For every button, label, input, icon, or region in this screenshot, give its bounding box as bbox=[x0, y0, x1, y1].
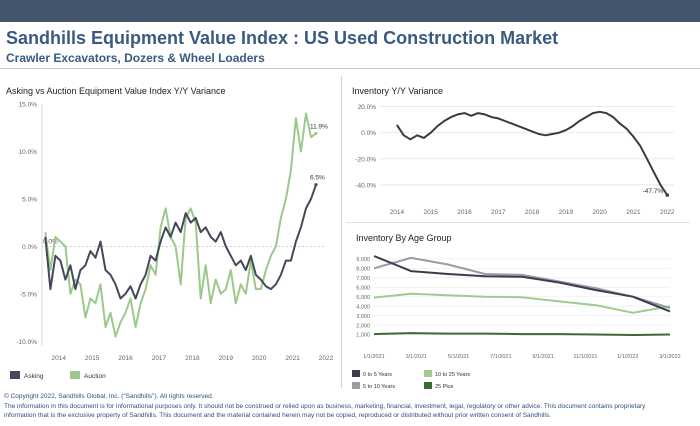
chart2-x-tick-label: 2021 bbox=[626, 209, 641, 216]
chart1-x-tick-label: 2015 bbox=[85, 355, 100, 362]
chart3-y-tick-label: 5,000 bbox=[356, 295, 370, 301]
chart1-x-tick-label: 2021 bbox=[285, 355, 300, 362]
chart1-x-tick-label: 2019 bbox=[219, 355, 234, 362]
chart1-x-tick-label: 2017 bbox=[152, 355, 167, 362]
chart2-x-tick-label: 2022 bbox=[660, 209, 675, 216]
chart3-x-tick-label: 9/1/2021 bbox=[532, 354, 553, 360]
panel-divider-vertical bbox=[341, 76, 342, 388]
chart3-legend-label-3: 25 Plus bbox=[435, 384, 454, 390]
chart1-x-tick-label: 2014 bbox=[51, 355, 66, 362]
chart3-y-tick-label: 9,000 bbox=[356, 257, 370, 263]
chart1-series-asking-line bbox=[44, 184, 317, 300]
inventory-by-age-chart: 9,000 8,000 7,000 6,000 5,000 4,000 3,000 2,000… bbox=[352, 255, 681, 390]
chart2-x-tick-label: 2019 bbox=[559, 209, 574, 216]
chart2-series-inventory-line bbox=[396, 110, 669, 196]
header-divider bbox=[0, 68, 700, 69]
chart3-legend-label-2: 10 to 25 Years bbox=[435, 372, 470, 378]
chart3-x-tick-label: 7/1/2021 bbox=[490, 354, 511, 360]
chart2-end-point bbox=[665, 193, 670, 197]
chart2-x-tick-label: 2020 bbox=[592, 209, 607, 216]
chart1-series-asking-end-point bbox=[314, 183, 318, 187]
chart3-x-tick-label: 11/1/2021 bbox=[573, 354, 597, 360]
chart3-y-tick-label: 1,000 bbox=[356, 333, 370, 339]
chart1-zero-label: 0.0% bbox=[43, 238, 58, 245]
chart3-y-tick-label: 4,000 bbox=[356, 304, 370, 310]
footer-disclaimer-line1: The information in this document is for … bbox=[4, 403, 646, 410]
chart3-y-tick-label: 2,000 bbox=[356, 323, 370, 329]
footer-copyright: © Copyright 2022, Sandhills Global, Inc.… bbox=[4, 393, 214, 400]
chart1-x-tick-label: 2016 bbox=[118, 355, 133, 362]
chart2-x-tick-label: 2014 bbox=[390, 209, 405, 216]
chart1-y-tick-label: -5.0% bbox=[20, 291, 37, 298]
chart1-series-auction-end-label: 11.9% bbox=[310, 123, 328, 130]
chart1-x-tick-label: 2022 bbox=[319, 355, 334, 362]
chart3-legend-swatch-1 bbox=[352, 382, 360, 389]
chart1-title: Asking vs Auction Equipment Value Index … bbox=[6, 86, 226, 96]
chart3-series-line-0 bbox=[373, 255, 671, 313]
chart1-y-tick-label: -10.0% bbox=[16, 339, 37, 346]
chart1-y-tick-label: 5.0% bbox=[22, 196, 37, 203]
chart1-y-tick-label: 15.0% bbox=[19, 102, 38, 109]
chart3-legend-swatch-3 bbox=[424, 382, 432, 389]
chart3-y-tick-label: 6,000 bbox=[356, 285, 370, 291]
inventory-variance-chart: 20.0% 0.0% -20.0% -40.0% 2014 2015 2016 2017 201… bbox=[355, 104, 675, 216]
chart2-end-label: -47.7% bbox=[643, 188, 664, 195]
asking-auction-variance-chart: 15.0% 10.0% 5.0% 0.0% -5.0% -10.0% 0.0% 2014 201… bbox=[10, 102, 334, 380]
chart2-x-tick-label: 2017 bbox=[491, 209, 506, 216]
chart1-y-tick-label: 10.0% bbox=[19, 149, 38, 156]
page-title: Sandhills Equipment Value Index : US Use… bbox=[6, 28, 559, 48]
chart3-y-tick-label: 3,000 bbox=[356, 314, 370, 320]
chart1-legend-swatch-asking bbox=[10, 371, 20, 379]
chart3-y-tick-label: 7,000 bbox=[356, 276, 370, 282]
chart1-legend-label-auction: Auction bbox=[84, 373, 106, 380]
chart3-legend-label-1: 5 to 10 Years bbox=[363, 384, 395, 390]
chart3-series-line-2 bbox=[373, 292, 671, 314]
chart2-x-tick-label: 2015 bbox=[423, 209, 438, 216]
chart3-x-tick-label: 1/1/2021 bbox=[363, 354, 384, 360]
chart2-y-tick-label: -40.0% bbox=[355, 182, 376, 189]
chart3-x-tick-label: 5/1/2021 bbox=[448, 354, 469, 360]
chart2-x-tick-label: 2018 bbox=[525, 209, 540, 216]
header-bar bbox=[0, 0, 700, 22]
chart1-series-asking-end-label: 6.5% bbox=[310, 175, 325, 182]
chart3-x-tick-label: 3/1/2022 bbox=[659, 354, 680, 360]
chart1-series-auction-line bbox=[44, 112, 317, 338]
chart2-y-tick-label: 20.0% bbox=[358, 104, 377, 111]
chart3-x-tick-label: 3/1/2021 bbox=[406, 354, 427, 360]
chart3-legend-label-0: 0 to 5 Years bbox=[363, 372, 392, 378]
chart2-y-tick-label: 0.0% bbox=[361, 130, 376, 137]
chart3-legend-swatch-0 bbox=[352, 370, 360, 377]
chart3-title: Inventory By Age Group bbox=[356, 233, 452, 243]
chart1-legend-label-asking: Asking bbox=[24, 373, 44, 380]
panel-divider-horizontal bbox=[346, 222, 690, 223]
chart1-x-tick-label: 2020 bbox=[252, 355, 267, 362]
chart3-y-tick-label: 8,000 bbox=[356, 267, 370, 273]
chart2-y-tick-label: -20.0% bbox=[355, 156, 376, 163]
footer-disclaimer-line2: information that is the exclusive proper… bbox=[4, 412, 551, 419]
chart1-x-tick-label: 2018 bbox=[185, 355, 200, 362]
chart1-y-tick-label: 0.0% bbox=[22, 244, 37, 251]
chart3-series-line-1 bbox=[373, 256, 671, 309]
page-subtitle: Crawler Excavators, Dozers & Wheel Loade… bbox=[6, 51, 265, 65]
chart1-series-auction-end-point bbox=[314, 131, 318, 136]
chart3-series-line-3 bbox=[373, 332, 671, 336]
chart3-x-tick-label: 1/1/2022 bbox=[617, 354, 638, 360]
chart1-legend-swatch-auction bbox=[70, 371, 80, 379]
chart2-title: Inventory Y/Y Variance bbox=[352, 86, 444, 96]
chart3-legend-swatch-2 bbox=[424, 370, 432, 377]
chart2-x-tick-label: 2016 bbox=[457, 209, 472, 216]
